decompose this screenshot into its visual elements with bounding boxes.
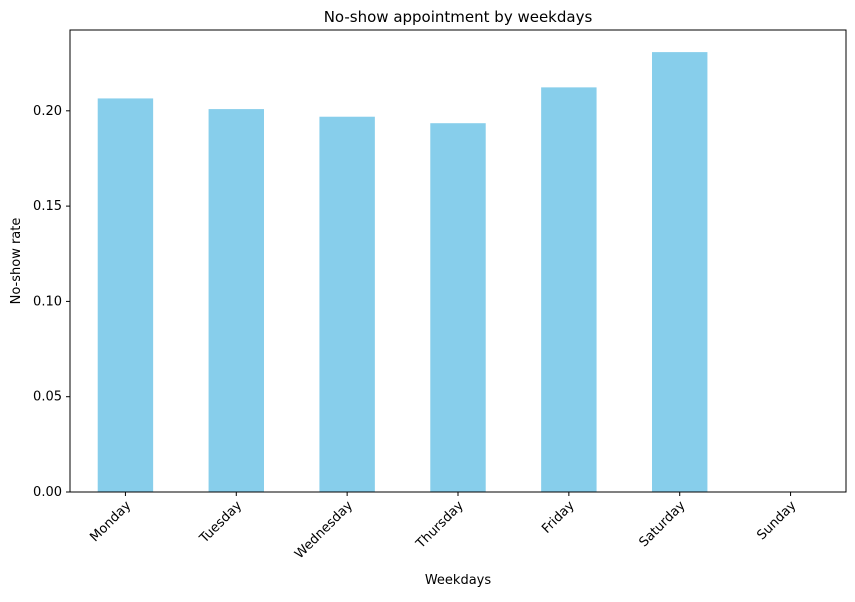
x-tick-label-monday: Monday [87,498,134,545]
x-tick-label-sunday: Sunday [754,498,799,543]
y-tick-label: 0.20 [33,104,62,119]
y-tick-label: 0.00 [33,485,62,500]
y-tick-label: 0.05 [33,390,62,405]
y-axis-label: No-show rate [9,218,24,305]
bar-wednesday [319,116,375,492]
bar-monday [97,98,154,492]
x-axis-label: Weekdays [425,573,492,588]
x-tick-label-thursday: Thursday [413,498,467,552]
chart-title: No-show appointment by weekdays [324,8,593,26]
bar-thursday [430,123,486,492]
x-axis-ticks: Monday Tuesday Wednesday Thursday Friday Satu… [87,492,800,562]
y-tick-label: 0.10 [33,294,62,309]
x-tick-label-wednesday: Wednesday [292,498,356,562]
y-tick-label: 0.15 [33,199,62,214]
y-axis-ticks: 0.00 0.05 0.10 0.15 0.20 [33,104,70,500]
bar-saturday [652,52,708,492]
x-tick-label-friday: Friday [539,498,578,537]
bars [97,52,708,493]
x-tick-label-saturday: Saturday [637,498,689,550]
bar-friday [541,87,597,493]
x-tick-label-tuesday: Tuesday [196,498,245,547]
bar-tuesday [208,109,264,493]
